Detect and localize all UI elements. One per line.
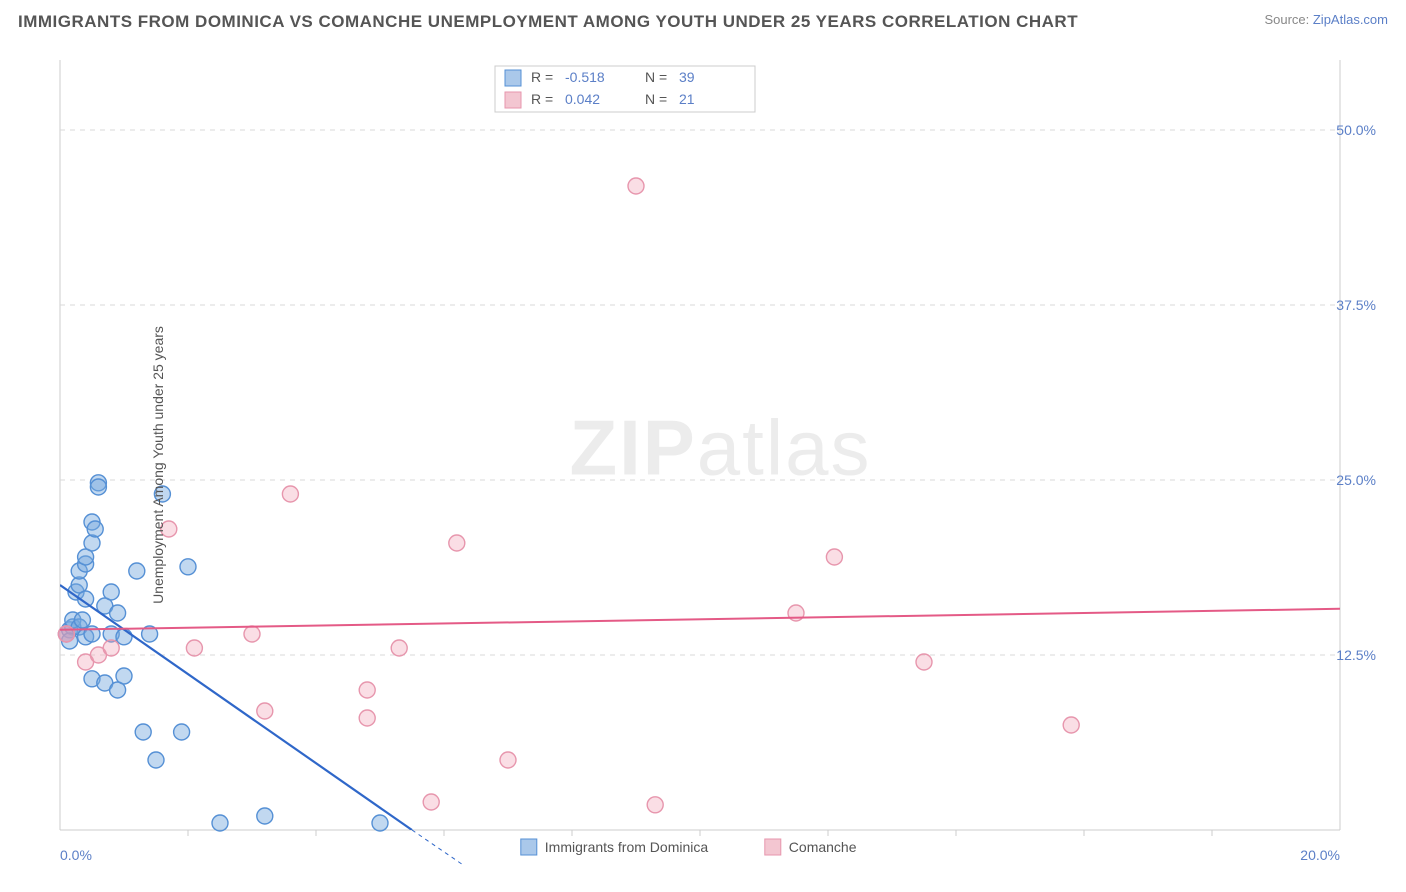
x-tick-label: 20.0%	[1300, 847, 1340, 863]
scatter-point	[282, 486, 298, 502]
scatter-point	[647, 797, 663, 813]
scatter-point	[391, 640, 407, 656]
stats-n-label: N =	[645, 91, 667, 107]
y-tick-label: 25.0%	[1336, 472, 1376, 488]
y-tick-label: 37.5%	[1336, 297, 1376, 313]
legend-label: Immigrants from Dominica	[545, 839, 709, 855]
scatter-point	[257, 703, 273, 719]
y-axis-label: Unemployment Among Youth under 25 years	[150, 326, 166, 604]
stats-swatch	[505, 70, 521, 86]
scatter-point	[148, 752, 164, 768]
scatter-point	[186, 640, 202, 656]
scatter-point	[87, 521, 103, 537]
y-tick-label: 12.5%	[1336, 647, 1376, 663]
scatter-point	[129, 563, 145, 579]
trend-line	[60, 609, 1340, 630]
scatter-point	[372, 815, 388, 831]
scatter-point	[244, 626, 260, 642]
trend-line	[60, 585, 412, 830]
chart-container: Unemployment Among Youth under 25 years …	[45, 50, 1396, 880]
scatter-point	[1063, 717, 1079, 733]
scatter-point	[212, 815, 228, 831]
source-label: Source: ZipAtlas.com	[1264, 12, 1388, 27]
stats-n-label: N =	[645, 69, 667, 85]
chart-title: IMMIGRANTS FROM DOMINICA VS COMANCHE UNE…	[18, 12, 1078, 32]
scatter-point	[58, 626, 74, 642]
x-tick-label: 0.0%	[60, 847, 92, 863]
stats-r-value: 0.042	[565, 91, 600, 107]
scatter-point	[423, 794, 439, 810]
stats-swatch	[505, 92, 521, 108]
stats-r-label: R =	[531, 69, 553, 85]
scatter-point	[103, 640, 119, 656]
scatter-point	[90, 479, 106, 495]
scatter-point	[257, 808, 273, 824]
scatter-point	[116, 668, 132, 684]
scatter-point	[180, 559, 196, 575]
scatter-plot: 12.5% 25.0% 37.5% 50.0% 0.0% 20.0% R = -0.518 N …	[45, 50, 1396, 880]
source-link[interactable]: ZipAtlas.com	[1313, 12, 1388, 27]
chart-header: IMMIGRANTS FROM DOMINICA VS COMANCHE UNE…	[0, 0, 1406, 36]
stats-n-value: 21	[679, 91, 695, 107]
y-tick-label: 50.0%	[1336, 122, 1376, 138]
scatter-point	[174, 724, 190, 740]
source-prefix: Source:	[1264, 12, 1312, 27]
legend-swatch	[521, 839, 537, 855]
scatter-point	[359, 682, 375, 698]
scatter-point	[110, 605, 126, 621]
scatter-point	[359, 710, 375, 726]
scatter-point	[135, 724, 151, 740]
scatter-point	[826, 549, 842, 565]
stats-r-value: -0.518	[565, 69, 605, 85]
scatter-point	[74, 612, 90, 628]
scatter-point	[103, 584, 119, 600]
stats-n-value: 39	[679, 69, 695, 85]
stats-r-label: R =	[531, 91, 553, 107]
legend-label: Comanche	[789, 839, 857, 855]
scatter-point	[500, 752, 516, 768]
trend-line-ext	[412, 830, 463, 865]
scatter-point	[84, 535, 100, 551]
scatter-point	[116, 629, 132, 645]
scatter-point	[628, 178, 644, 194]
scatter-point	[449, 535, 465, 551]
legend-swatch	[765, 839, 781, 855]
scatter-point	[916, 654, 932, 670]
